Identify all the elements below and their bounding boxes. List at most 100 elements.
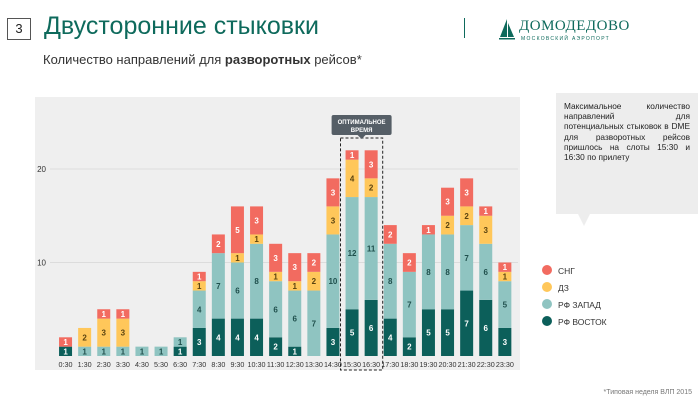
bar-value-label: 8 bbox=[445, 268, 450, 277]
bar-segment bbox=[402, 271, 416, 338]
highlight-label-bg bbox=[331, 115, 392, 135]
bar-segment bbox=[211, 318, 225, 356]
bar-segment bbox=[230, 253, 244, 263]
bar-segment bbox=[192, 281, 206, 291]
bar-segment bbox=[479, 215, 493, 244]
bar-value-label: 1 bbox=[350, 151, 355, 160]
bar-segment bbox=[78, 327, 92, 347]
x-tick-label: 2:30 bbox=[97, 360, 111, 369]
bar-segment bbox=[345, 150, 359, 160]
bar-value-label: 5 bbox=[445, 329, 450, 338]
bar-segment bbox=[288, 290, 302, 347]
logo-sail-icon bbox=[499, 19, 515, 40]
bar-value-label: 6 bbox=[484, 268, 489, 277]
bar-value-label: 1 bbox=[426, 226, 431, 235]
company-logo: ДОМОДЕДОВО МОСКОВСКИЙ АЭРОПОРТ bbox=[497, 18, 630, 50]
bar-segment bbox=[383, 243, 397, 319]
bar-value-label: 1 bbox=[273, 273, 278, 282]
logo-name: ДОМОДЕДОВО bbox=[519, 18, 630, 34]
x-tick-label: 18:30 bbox=[400, 360, 418, 369]
x-tick-label: 0:30 bbox=[59, 360, 73, 369]
bar-value-label: 3 bbox=[331, 188, 336, 197]
bar-value-label: 6 bbox=[235, 287, 240, 296]
x-tick-label: 3:30 bbox=[116, 360, 130, 369]
bar-segment bbox=[135, 346, 149, 356]
subtitle-bold: разворотных bbox=[224, 52, 311, 67]
legend-dot-dz bbox=[542, 282, 552, 292]
subtitle-suffix: рейсов* bbox=[310, 52, 362, 67]
bar-segment bbox=[498, 327, 512, 356]
bar-segment bbox=[59, 346, 73, 356]
bar-value-label: 1 bbox=[63, 347, 68, 356]
bar-value-label: 2 bbox=[407, 259, 412, 268]
bar-value-label: 6 bbox=[293, 315, 298, 324]
bar-value-label: 2 bbox=[312, 277, 317, 286]
bar-segment bbox=[269, 243, 283, 272]
bar-segment bbox=[441, 215, 455, 235]
bar-segment bbox=[326, 178, 340, 207]
legend-label-rf-zapad: РФ ЗАПАД bbox=[558, 300, 601, 310]
bar-segment bbox=[173, 337, 187, 347]
bar-segment bbox=[307, 290, 321, 356]
bar-value-label: 4 bbox=[197, 305, 202, 314]
bar-segment bbox=[460, 206, 474, 226]
bar-segment bbox=[307, 253, 321, 272]
bar-value-label: 1 bbox=[503, 273, 508, 282]
bar-segment bbox=[498, 271, 512, 282]
bar-value-label: 7 bbox=[464, 319, 469, 328]
bar-segment bbox=[441, 234, 455, 310]
bar-value-label: 4 bbox=[235, 333, 240, 342]
bar-value-label: 1 bbox=[121, 347, 126, 356]
bar-value-label: 2 bbox=[445, 221, 450, 230]
highlight-label-line1: ОПТИМАЛЬНОЕ bbox=[338, 120, 386, 126]
bar-segment bbox=[364, 178, 378, 198]
bar-segment bbox=[192, 290, 206, 328]
bar-segment bbox=[326, 206, 340, 235]
header-divider bbox=[464, 18, 465, 38]
bar-segment bbox=[421, 309, 435, 356]
bar-value-label: 7 bbox=[312, 319, 317, 328]
y-tick-label-10: 10 bbox=[37, 259, 46, 268]
x-tick-label: 7:30 bbox=[192, 360, 206, 369]
bar-segment bbox=[460, 178, 474, 207]
bar-segment bbox=[345, 197, 359, 310]
legend-dot-sng bbox=[542, 265, 552, 275]
bar-value-label: 1 bbox=[102, 310, 107, 319]
x-tick-label: 20:30 bbox=[439, 360, 457, 369]
bar-segment bbox=[250, 243, 264, 319]
bar-value-label: 4 bbox=[216, 333, 221, 342]
bar-value-label: 2 bbox=[388, 230, 393, 239]
x-tick-label: 14:30 bbox=[324, 360, 342, 369]
bar-segment bbox=[97, 318, 111, 347]
bar-value-label: 7 bbox=[464, 254, 469, 263]
x-tick-label: 10:30 bbox=[248, 360, 266, 369]
footnote: *Типовая неделя ВЛП 2015 bbox=[603, 389, 692, 396]
bar-value-label: 1 bbox=[63, 338, 68, 347]
bar-segment bbox=[230, 318, 244, 356]
bar-segment bbox=[498, 281, 512, 328]
page-subtitle: Количество направлений для разворотных р… bbox=[43, 52, 362, 67]
callout-pointer bbox=[578, 214, 590, 226]
bar-value-label: 6 bbox=[273, 305, 278, 314]
legend-label-rf-vostok: РФ ВОСТОК bbox=[558, 317, 607, 327]
bar-value-label: 5 bbox=[235, 226, 240, 235]
bar-segment bbox=[59, 337, 73, 347]
bar-value-label: 1 bbox=[254, 235, 259, 244]
bar-segment bbox=[116, 346, 130, 356]
bar-value-label: 8 bbox=[426, 268, 431, 277]
bar-value-label: 1 bbox=[235, 254, 240, 263]
bar-value-label: 3 bbox=[464, 188, 469, 197]
bar-value-label: 3 bbox=[484, 226, 489, 235]
bar-segment bbox=[345, 309, 359, 356]
bar-segment bbox=[345, 159, 359, 198]
bar-segment bbox=[460, 225, 474, 291]
bar-value-label: 8 bbox=[388, 277, 393, 286]
bar-value-label: 2 bbox=[273, 343, 278, 352]
bar-value-label: 2 bbox=[407, 343, 412, 352]
bar-value-label: 1 bbox=[197, 282, 202, 291]
bar-value-label: 1 bbox=[484, 207, 489, 216]
bar-value-label: 7 bbox=[407, 301, 412, 310]
bar-segment bbox=[441, 187, 455, 216]
bar-value-label: 1 bbox=[82, 347, 87, 356]
